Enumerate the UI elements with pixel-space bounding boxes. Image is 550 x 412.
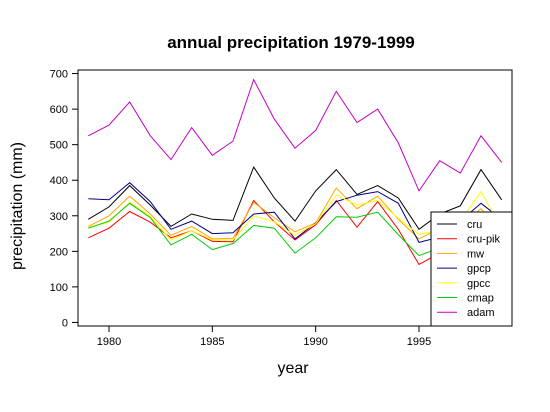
x-tick-label: 1990	[303, 336, 327, 348]
y-tick-label: 600	[50, 104, 68, 116]
axes: 1980 1985 1990 1995 0 100 200 300 400 500 600 700	[50, 69, 432, 348]
legend-entry: cru	[467, 219, 482, 231]
y-tick-label: 0	[62, 317, 68, 329]
y-tick-label: 300	[50, 211, 68, 223]
x-axis-label: year	[277, 360, 309, 377]
y-tick-label: 200	[50, 246, 68, 258]
series-line-adam	[88, 78, 503, 192]
legend-entry: gpcp	[467, 263, 491, 275]
legend-box	[430, 211, 513, 327]
x-tick-label: 1980	[97, 336, 121, 348]
legend-entry: mw	[467, 248, 484, 260]
legend-entry: cmap	[467, 293, 494, 305]
plot-area-frame	[77, 69, 513, 327]
chart-title: annual precipitation 1979-1999	[167, 33, 415, 52]
y-tick-label: 400	[50, 175, 68, 187]
legend-entry: gpcc	[467, 278, 491, 290]
y-axis-label: precipitation (mm)	[9, 142, 26, 270]
x-tick-label: 1995	[407, 336, 431, 348]
legend: cru cru-pik mw gpcp gpcc cmap adam	[430, 211, 513, 327]
legend-entry: adam	[467, 307, 495, 319]
y-tick-label: 500	[50, 140, 68, 152]
x-tick-label: 1985	[200, 336, 224, 348]
legend-entry: cru-pik	[467, 234, 501, 246]
y-tick-label: 700	[50, 69, 68, 81]
y-tick-label: 100	[50, 282, 68, 294]
